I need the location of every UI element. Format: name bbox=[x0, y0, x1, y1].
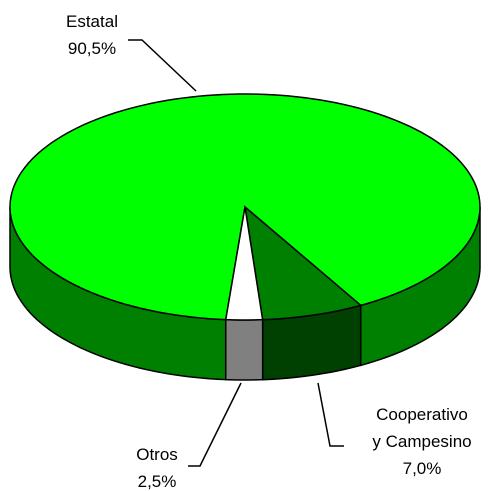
value-label: 7,0% bbox=[402, 459, 442, 478]
value-label: 2,5% bbox=[137, 472, 177, 491]
leader-line bbox=[188, 382, 242, 467]
slice-label: Otros 2,5% bbox=[112, 441, 202, 491]
slice-side bbox=[224, 318, 264, 381]
category-label: Otros bbox=[136, 445, 178, 464]
slice-label: Cooperativo y Campesino 7,0% bbox=[370, 401, 474, 482]
category-label: Cooperativo y Campesino bbox=[372, 405, 472, 451]
leader-line bbox=[128, 39, 197, 92]
slice bbox=[243, 205, 363, 321]
slice-label: Estatal 90,5% bbox=[42, 8, 142, 62]
slice bbox=[224, 206, 264, 321]
category-label: Estatal bbox=[66, 12, 118, 31]
leader-line bbox=[317, 382, 344, 447]
value-label: 90,5% bbox=[67, 39, 117, 58]
